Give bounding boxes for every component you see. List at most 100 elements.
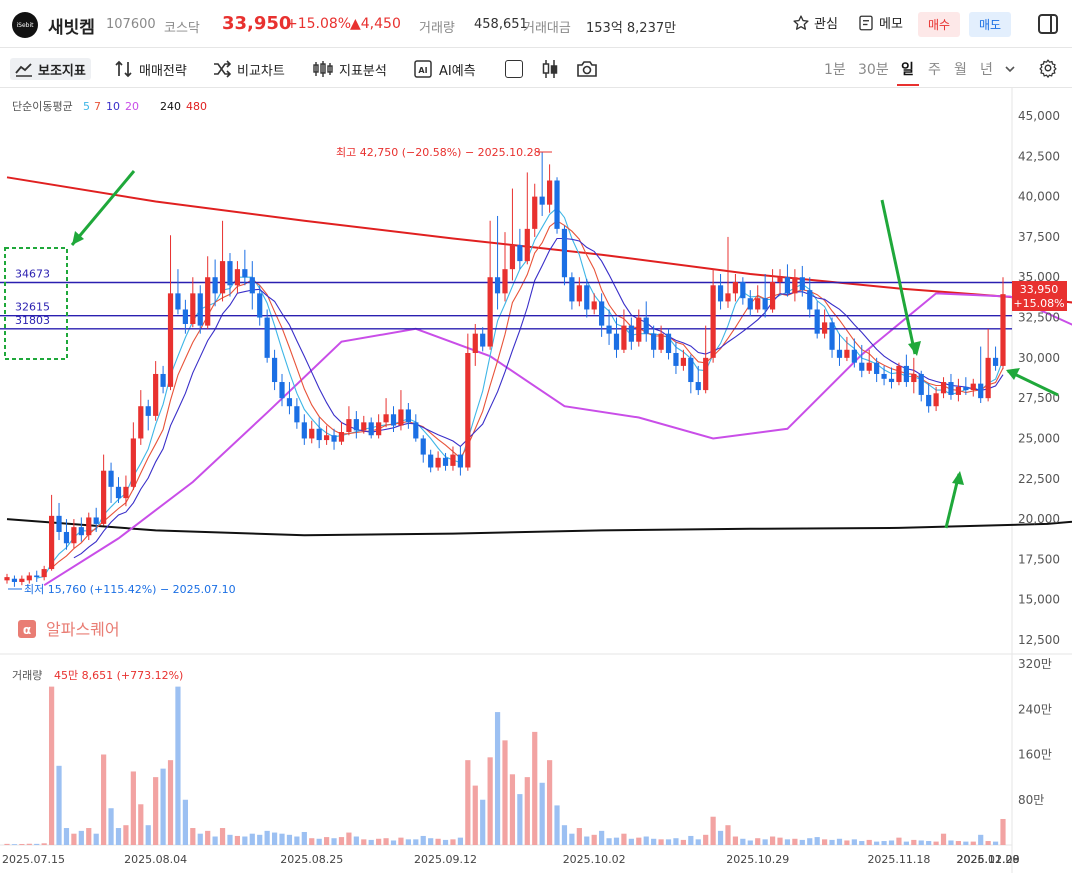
indicators-button[interactable]: 보조지표 <box>10 58 91 80</box>
candle-body <box>279 382 285 399</box>
x-tick-label: 2025.12.29 <box>957 853 1020 866</box>
candle <box>799 265 805 297</box>
candle <box>420 435 426 463</box>
analysis-label: 지표분석 <box>339 63 387 79</box>
memo-icon <box>859 15 873 30</box>
svg-text:알파스퀘어: 알파스퀘어 <box>46 620 120 639</box>
timeframe-1min[interactable]: 1분 <box>824 62 846 78</box>
compare-button[interactable]: 비교차트 <box>212 58 285 80</box>
candle <box>606 309 612 345</box>
horizontal-level-label: 31803 <box>15 314 50 327</box>
candle-body <box>353 419 359 431</box>
candle-body <box>101 470 107 524</box>
candle <box>71 519 77 549</box>
candle <box>309 420 315 444</box>
candle <box>970 378 976 397</box>
volume-bar <box>874 841 880 845</box>
timeframe-week[interactable]: 주 <box>928 62 941 78</box>
screenshot-button[interactable] <box>576 58 598 80</box>
volume-bar <box>955 841 962 845</box>
drawing-box-button[interactable] <box>505 58 523 80</box>
volume-bar <box>286 834 293 845</box>
volume-bar <box>695 839 701 845</box>
price-chart[interactable]: 단순이동평균 5 7 10 20 240 480 34673 3261531803… <box>0 88 1072 873</box>
volume-bar <box>918 840 924 845</box>
timeframe-year[interactable]: 년 <box>980 62 993 78</box>
candle <box>569 272 575 310</box>
candle <box>859 344 865 378</box>
y-tick-label: 22,500 <box>1018 472 1060 486</box>
timeframe-day[interactable]: 일 <box>901 62 914 78</box>
volume-bar <box>502 740 508 845</box>
candle <box>1000 277 1006 370</box>
stock-code: 107600 <box>106 17 156 32</box>
candle <box>123 475 129 507</box>
candle-body <box>591 301 597 310</box>
x-tick-label: 2025.08.25 <box>280 853 343 866</box>
candle <box>413 414 419 442</box>
volume-bar <box>747 840 753 845</box>
candle-body <box>636 317 642 342</box>
volume-bar <box>390 840 397 845</box>
candle-body <box>888 378 895 383</box>
volume-bar <box>101 754 107 845</box>
sell-button[interactable]: 매도 <box>969 12 1011 37</box>
ai-predict-button[interactable]: AI AI예측 <box>412 58 476 80</box>
volume-bar <box>628 838 634 845</box>
candle <box>19 575 25 586</box>
compare-label: 비교차트 <box>237 63 285 79</box>
indicators-label: 보조지표 <box>38 63 86 79</box>
volume-bar <box>584 836 590 845</box>
candle <box>63 519 70 550</box>
memo-button[interactable]: 메모 <box>857 13 903 32</box>
watchlist-button[interactable]: 관심 <box>792 13 838 32</box>
candle-body <box>517 244 523 262</box>
chevron-down-icon[interactable] <box>1004 63 1016 75</box>
volume-bar <box>888 840 895 845</box>
candle-body <box>249 277 255 294</box>
candle-analysis-icon <box>313 61 333 77</box>
volume-label: 거래량 <box>419 21 455 36</box>
candle-body <box>71 527 77 544</box>
candle <box>190 277 196 328</box>
candle <box>294 398 300 429</box>
volume-bar <box>34 843 40 845</box>
candle-body <box>316 428 322 441</box>
ma20-line <box>43 292 1072 587</box>
chart-toolbar: 보조지표 매매전략 비교차트 지표분석 AI AI예측 1분 30분 일 주 월… <box>0 48 1072 88</box>
volume-bar <box>205 830 211 845</box>
volume-bar <box>777 837 783 845</box>
settings-gear-icon[interactable] <box>1038 58 1058 78</box>
candle <box>457 446 464 476</box>
volume-bar <box>665 839 672 845</box>
candle <box>814 301 820 339</box>
candle <box>182 299 188 334</box>
ma7-line <box>51 220 1004 569</box>
timeframe-30min[interactable]: 30분 <box>858 62 889 78</box>
candle <box>145 399 151 431</box>
candle <box>807 277 813 318</box>
memo-label: 메모 <box>879 17 903 32</box>
y-tick-label: 30,000 <box>1018 351 1060 365</box>
volume-bar <box>822 839 828 845</box>
chart-type-button[interactable] <box>540 58 560 80</box>
volume-bar <box>836 838 843 845</box>
candle <box>175 269 181 315</box>
candle-body <box>175 293 181 310</box>
candle <box>651 325 657 358</box>
volume-bar <box>807 838 813 845</box>
side-panel-icon[interactable] <box>1038 14 1058 34</box>
y-tick-label: 20,000 <box>1018 512 1060 526</box>
timeframe-month[interactable]: 월 <box>954 62 967 78</box>
analysis-button[interactable]: 지표분석 <box>312 58 387 80</box>
candle-body <box>115 486 122 499</box>
candle-body <box>695 382 701 391</box>
strategy-button[interactable]: 매매전략 <box>114 58 187 80</box>
candle-body <box>48 515 55 570</box>
candle-body <box>688 357 694 383</box>
candle <box>881 365 887 386</box>
volume-bar <box>249 833 255 845</box>
buy-button[interactable]: 매수 <box>918 12 960 37</box>
candle <box>324 425 330 445</box>
candle-body <box>769 282 776 310</box>
